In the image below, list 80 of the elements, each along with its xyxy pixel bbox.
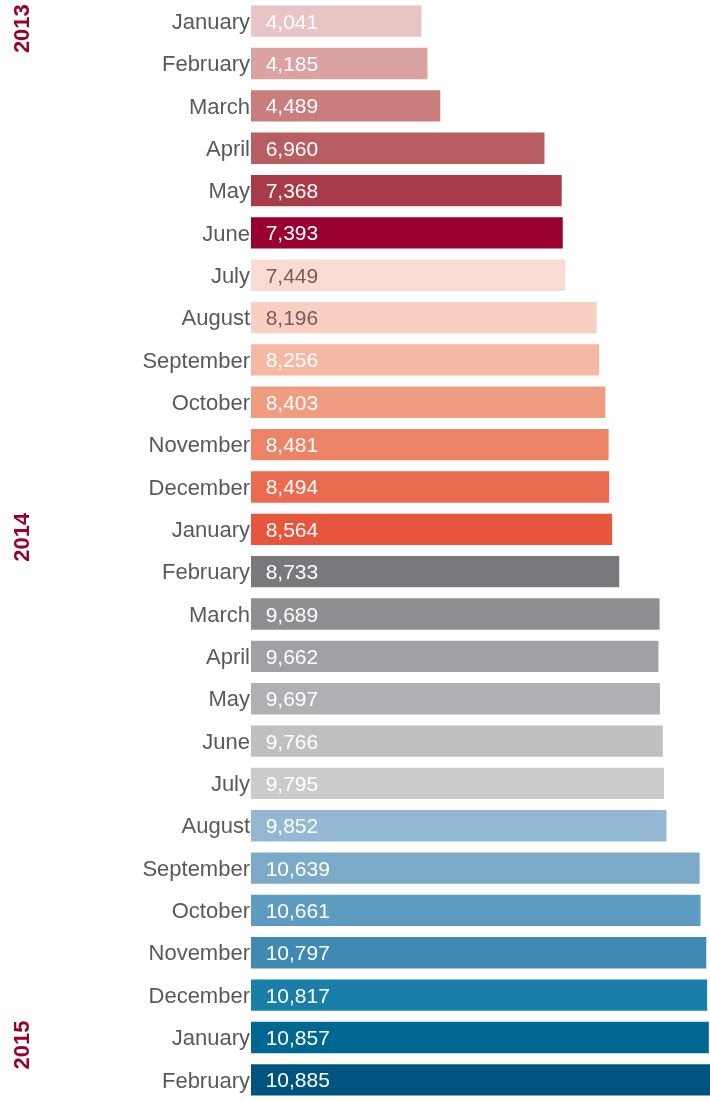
- data-label: 8,196: [254, 306, 319, 330]
- y-tick-label: February: [161, 1067, 250, 1093]
- y-tick-label: November: [148, 940, 250, 966]
- bar: [251, 640, 659, 673]
- bar: [251, 1021, 709, 1054]
- y-tick-label: November: [148, 432, 250, 458]
- y-tick-label: July: [210, 771, 250, 797]
- bar: [251, 725, 663, 757]
- data-label: 8,256: [254, 348, 319, 372]
- y-tick-label: April: [205, 644, 250, 670]
- bar: [251, 217, 563, 249]
- bar: [251, 1064, 710, 1096]
- y-tick-label: July: [210, 262, 250, 288]
- bar: [251, 894, 701, 927]
- data-label: 7,393: [254, 221, 319, 245]
- y-tick-label: February: [161, 51, 250, 77]
- bar: [251, 132, 545, 164]
- y-tick-label: June: [202, 728, 250, 754]
- data-label: 10,661: [254, 898, 330, 922]
- data-label: 10,885: [254, 1068, 330, 1092]
- text: 2015: [8, 1020, 34, 1070]
- data-label: 9,766: [254, 729, 319, 753]
- data-label: 9,662: [254, 644, 319, 668]
- bar: [251, 301, 597, 334]
- y-tick-label: February: [161, 559, 250, 585]
- y-tick-label: May: [208, 686, 250, 712]
- bar: [251, 386, 606, 418]
- bar: [251, 5, 422, 37]
- y-tick-label: January: [171, 1025, 250, 1051]
- bar: [251, 937, 707, 969]
- bar: [251, 979, 708, 1011]
- data-label: 7,368: [254, 179, 319, 203]
- bar: [251, 259, 566, 291]
- bar: [251, 810, 667, 842]
- data-label: 4,041: [254, 9, 319, 33]
- bar: [251, 174, 562, 207]
- bar: [251, 428, 609, 461]
- y-tick-label: April: [205, 135, 250, 161]
- y-tick-label: May: [208, 178, 250, 204]
- data-label: 10,797: [254, 941, 330, 965]
- bar: [251, 513, 613, 545]
- data-label: 8,403: [254, 390, 319, 414]
- bar: [251, 47, 428, 80]
- bar: [251, 852, 700, 884]
- y-tick-label: March: [188, 93, 250, 119]
- data-label: 8,494: [254, 475, 319, 499]
- data-label: 8,564: [254, 517, 319, 541]
- y-tick-label: August: [181, 813, 250, 839]
- y-tick-label: October: [171, 389, 250, 415]
- text: 2014: [9, 512, 35, 562]
- y-tick-label: January: [171, 517, 250, 543]
- bar: [251, 598, 660, 630]
- y-tick-label: September: [142, 347, 250, 373]
- data-label: 4,489: [254, 94, 319, 118]
- bar: [251, 471, 610, 503]
- y-tick-label: January: [171, 8, 250, 34]
- data-label: 10,639: [254, 856, 330, 880]
- data-label: 10,817: [254, 983, 330, 1007]
- data-label: 10,857: [254, 1025, 330, 1049]
- y-tick-label: March: [188, 601, 250, 627]
- y-tick-label: December: [148, 982, 250, 1008]
- data-label: 8,481: [254, 433, 319, 457]
- data-label: 9,697: [254, 687, 319, 711]
- data-label: 6,960: [254, 136, 319, 160]
- bar: [251, 767, 665, 800]
- y-tick-label: October: [171, 898, 250, 924]
- y-tick-label: September: [142, 855, 250, 881]
- y-tick-label: June: [202, 220, 250, 246]
- y-tick-label: August: [181, 305, 250, 331]
- data-label: 9,852: [254, 814, 319, 838]
- data-label: 8,733: [254, 560, 319, 584]
- bar: [251, 90, 441, 122]
- data-label: 7,449: [254, 263, 319, 287]
- bar: [251, 683, 660, 715]
- y-tick-label: December: [148, 474, 250, 500]
- bar: [251, 556, 620, 588]
- bar: [251, 344, 600, 376]
- data-label: 9,689: [254, 602, 319, 626]
- data-label: 4,185: [254, 52, 319, 76]
- text: 2013: [8, 4, 34, 54]
